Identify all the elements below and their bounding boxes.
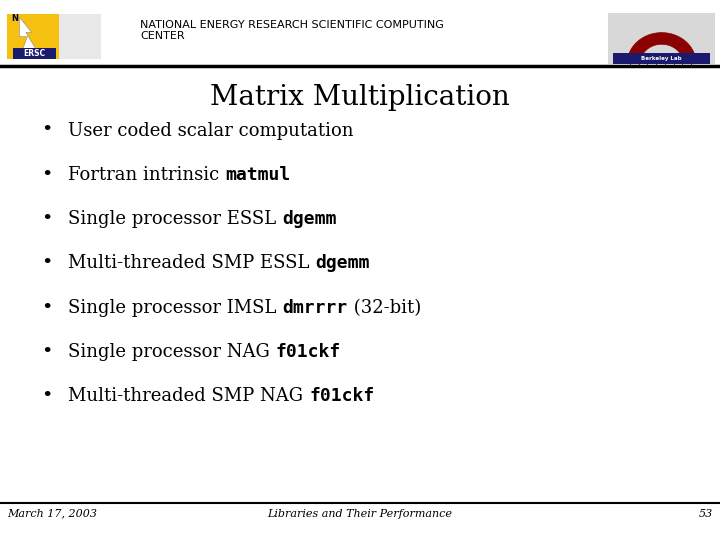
Text: •: • — [41, 122, 53, 139]
Text: Matrix Multiplication: Matrix Multiplication — [210, 84, 510, 111]
Text: User coded scalar computation: User coded scalar computation — [68, 122, 354, 139]
Bar — [13, 48, 56, 59]
Text: •: • — [41, 343, 53, 361]
Bar — [608, 14, 715, 64]
Text: dgemm: dgemm — [315, 254, 370, 272]
Text: dgemm: dgemm — [282, 210, 337, 228]
Text: f01ckf: f01ckf — [309, 387, 374, 405]
Text: NATIONAL ENERGY RESEARCH SCIENTIFIC COMPUTING: NATIONAL ENERGY RESEARCH SCIENTIFIC COMP… — [140, 20, 444, 30]
Text: Multi-threaded SMP ESSL: Multi-threaded SMP ESSL — [68, 254, 315, 272]
Text: •: • — [41, 166, 53, 184]
Text: •: • — [41, 387, 53, 405]
Text: ERSC: ERSC — [24, 49, 45, 58]
Text: CENTER: CENTER — [140, 31, 185, 41]
Text: Fortran intrinsic: Fortran intrinsic — [68, 166, 225, 184]
Text: f01ckf: f01ckf — [276, 343, 341, 361]
Bar — [7, 14, 59, 59]
Text: •: • — [41, 254, 53, 272]
Text: matmul: matmul — [225, 166, 291, 184]
Text: •: • — [41, 210, 53, 228]
Polygon shape — [627, 32, 696, 64]
Text: Single processor NAG: Single processor NAG — [68, 343, 276, 361]
Text: Single processor ESSL: Single processor ESSL — [68, 210, 282, 228]
Text: •: • — [41, 299, 53, 316]
Text: dmrrrr: dmrrrr — [282, 299, 348, 316]
Text: Libraries and Their Performance: Libraries and Their Performance — [268, 509, 452, 519]
Text: Single processor IMSL: Single processor IMSL — [68, 299, 282, 316]
Text: (32-bit): (32-bit) — [348, 299, 421, 316]
Text: March 17, 2003: March 17, 2003 — [7, 509, 97, 519]
Polygon shape — [19, 17, 37, 52]
Text: 53: 53 — [698, 509, 713, 519]
Text: Multi-threaded SMP NAG: Multi-threaded SMP NAG — [68, 387, 309, 405]
Text: Berkeley Lab: Berkeley Lab — [642, 56, 682, 62]
Bar — [613, 53, 710, 64]
Bar — [7, 14, 101, 59]
Text: N: N — [11, 14, 18, 23]
